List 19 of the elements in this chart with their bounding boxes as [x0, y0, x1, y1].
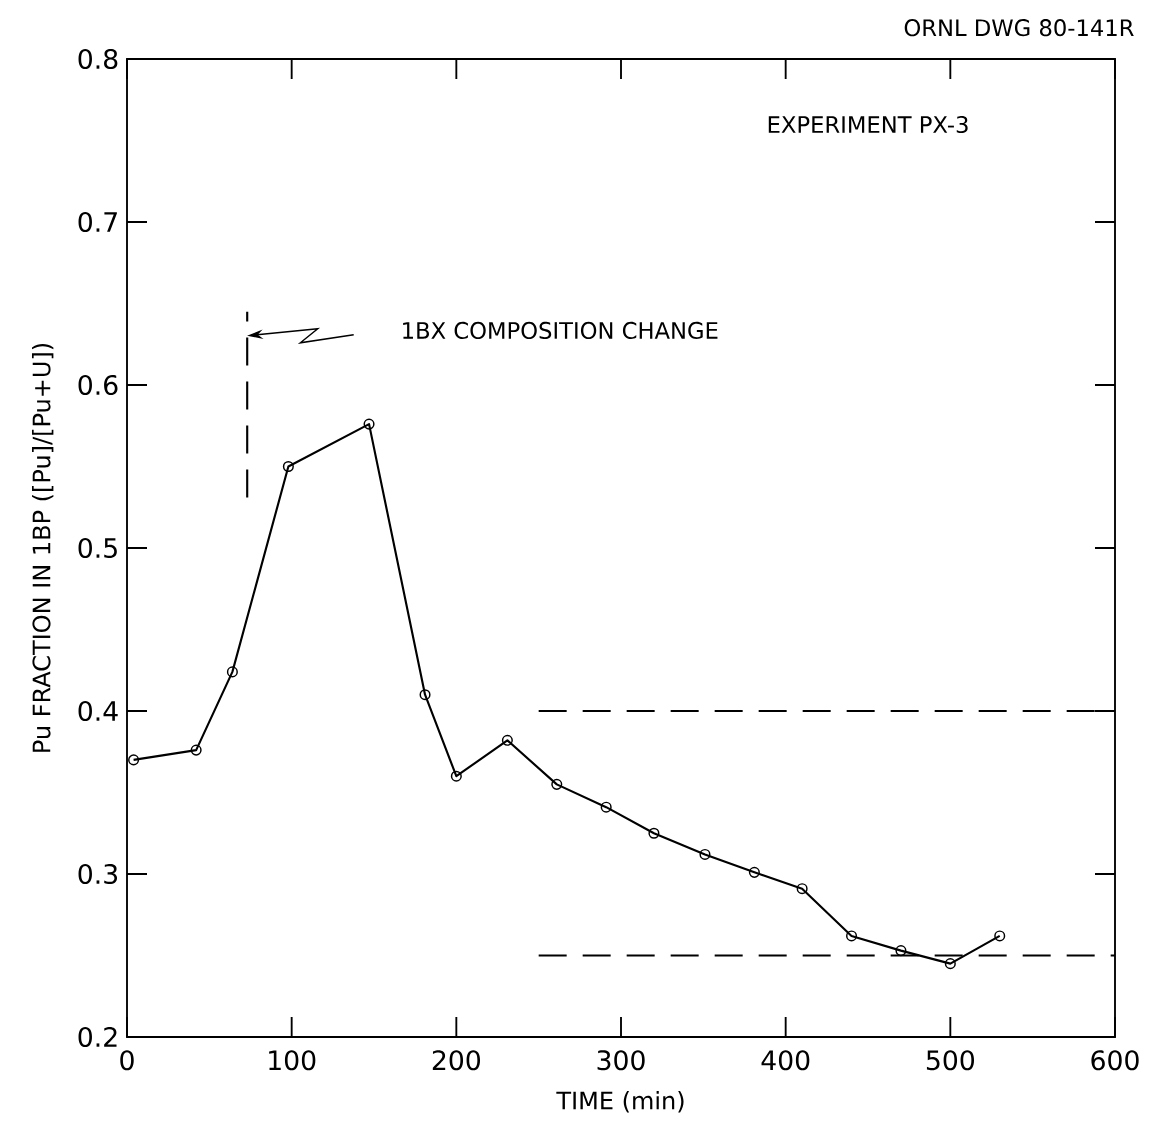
text: ORNL DWG 80-141R	[904, 19, 1134, 37]
y-axis-title: Pu FRACTION IN 1BP ([Pu]/[Pu+U])	[31, 343, 54, 752]
x-tick-label: 400	[761, 1050, 810, 1071]
x-tick-label: 300	[597, 1050, 645, 1071]
annotation: 1BX COMPOSITION CHANGE	[403, 321, 718, 340]
y-tick-label: 0.2	[78, 1026, 117, 1048]
x-tick-label: 100	[269, 1050, 316, 1071]
x-tick-label: 600	[1091, 1050, 1139, 1071]
annotation: EXPERIMENT PX-3	[768, 115, 968, 134]
y-tick-label: 0.6	[78, 374, 118, 396]
y-tick-label: 0.5	[78, 537, 117, 559]
x-tick-label: 0	[120, 1050, 134, 1071]
y-tick-label: 0.3	[78, 863, 118, 885]
y-tick-label: 0.8	[78, 48, 118, 70]
y-tick-label: 0.7	[78, 211, 117, 233]
x-tick-label: 500	[926, 1050, 975, 1071]
y-tick-label: 0.4	[78, 700, 118, 722]
x-axis-title: TIME (min)	[556, 1091, 684, 1113]
x-tick-label: 200	[432, 1050, 481, 1071]
